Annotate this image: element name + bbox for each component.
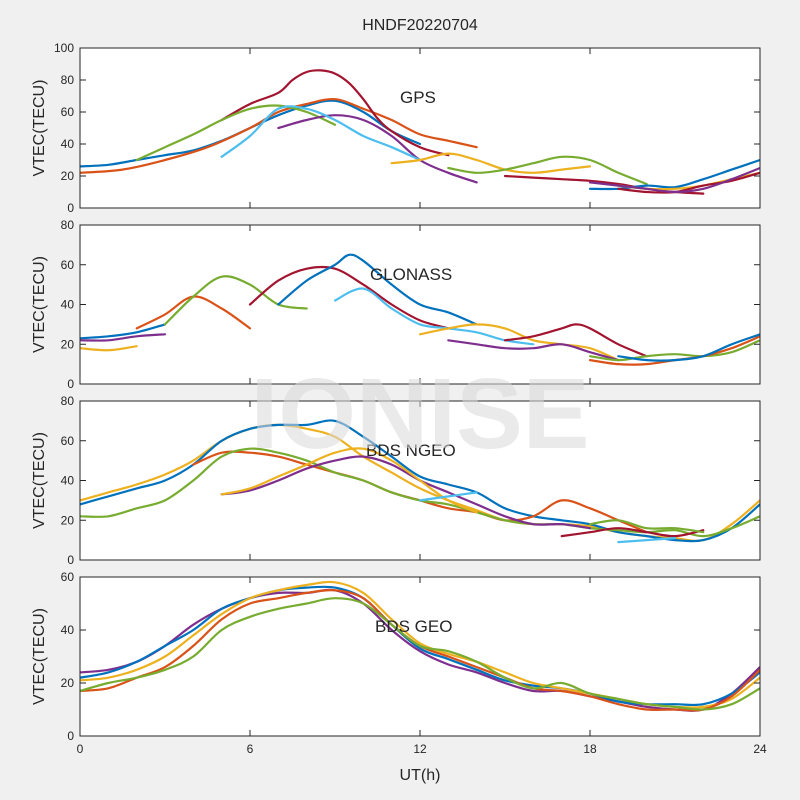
series-line-12	[588, 166, 760, 194]
plot-area	[80, 48, 760, 208]
y-axis-label: VTEC(TECU)	[31, 432, 48, 529]
y-tick-label: 20	[61, 513, 75, 527]
y-tick-label: 40	[61, 298, 75, 312]
y-tick-label: 60	[61, 434, 75, 448]
y-tick-label: 0	[67, 377, 74, 391]
y-tick-label: 60	[61, 258, 75, 272]
series-line-4	[220, 455, 592, 530]
x-tick-label: 18	[583, 742, 597, 756]
series-line-9	[503, 323, 648, 358]
panel-1: 0 20 40 60 80 VTEC(TECU) GLONASS	[31, 218, 761, 391]
panel-annotation: GPS	[400, 88, 436, 107]
y-tick-label: 20	[61, 337, 75, 351]
x-tick-label: 6	[247, 742, 254, 756]
series-group	[80, 69, 760, 195]
figure-title: HNDF20220704	[362, 17, 478, 34]
series-group	[80, 253, 760, 366]
y-tick-label: 80	[61, 218, 75, 232]
series-line-7	[617, 537, 677, 544]
y-tick-label: 0	[67, 553, 74, 567]
panel-annotation: BDS NGEO	[366, 441, 456, 460]
y-axis-label: VTEC(TECU)	[31, 80, 48, 177]
series-line-9	[588, 519, 705, 534]
y-tick-label: 60	[61, 570, 75, 584]
series-line-8	[418, 491, 478, 502]
y-tick-label: 100	[54, 41, 74, 55]
series-line-0	[80, 588, 760, 712]
y-tick-label: 80	[61, 394, 75, 408]
series-line-2	[220, 69, 450, 157]
y-axis-label: VTEC(TECU)	[31, 256, 48, 353]
series-line-13	[617, 333, 760, 362]
series-line-11	[588, 339, 760, 362]
series-line-6	[560, 527, 705, 538]
series-line-5	[248, 265, 450, 330]
x-tick-label: 24	[753, 742, 767, 756]
y-tick-label: 0	[67, 201, 74, 215]
y-tick-label: 40	[61, 137, 75, 151]
series-line-11	[617, 171, 760, 194]
series-line-2	[80, 345, 138, 352]
series-line-1	[80, 333, 167, 342]
series-line-4	[163, 275, 308, 326]
y-tick-label: 20	[61, 169, 75, 183]
y-tick-label: 80	[61, 73, 75, 87]
series-line-1	[80, 97, 478, 174]
y-tick-label: 60	[61, 105, 75, 119]
series-group	[80, 419, 760, 544]
series-line-7	[333, 287, 535, 346]
y-tick-label: 0	[67, 729, 74, 743]
series-line-4	[80, 597, 760, 711]
series-group	[80, 580, 760, 712]
y-tick-label: 40	[61, 474, 75, 488]
y-tick-label: 40	[61, 623, 75, 637]
y-tick-label: 20	[61, 676, 75, 690]
series-line-5	[220, 447, 478, 514]
series-line-0	[80, 323, 167, 340]
watermark: IONISE	[251, 358, 590, 470]
series-line-6	[277, 253, 478, 326]
series-line-3	[135, 104, 337, 162]
x-tick-label: 12	[413, 742, 427, 756]
panel-2: 0 20 40 60 80 VTEC(TECU) BDS NGEO	[31, 394, 761, 567]
series-line-10	[447, 339, 620, 362]
panel-0: 0 20 40 60 80 100 VTEC(TECU) GPS	[31, 41, 761, 215]
series-line-6	[390, 152, 592, 174]
series-line-5	[220, 105, 422, 162]
series-line-7	[447, 155, 648, 186]
series-line-4	[277, 114, 478, 184]
panel-annotation: GLONASS	[370, 265, 452, 284]
series-line-8	[418, 323, 620, 362]
x-tick-label: 0	[77, 742, 84, 756]
x-axis-label: UT(h)	[400, 767, 441, 784]
y-axis-label: VTEC(TECU)	[31, 608, 48, 705]
panel-annotation: BDS GEO	[375, 617, 452, 636]
panel-3: 0 20 40 60 0 6 12 18 24 VTEC(TECU) BDS GEO	[31, 570, 767, 756]
